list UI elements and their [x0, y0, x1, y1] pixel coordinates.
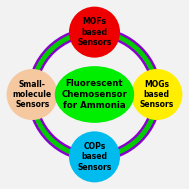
Text: Fluorescent
Chemosensor
for Ammonia: Fluorescent Chemosensor for Ammonia	[62, 79, 127, 110]
Ellipse shape	[55, 66, 134, 123]
Circle shape	[131, 69, 182, 120]
Text: Small-
molecule
Sensors: Small- molecule Sensors	[12, 80, 52, 109]
Text: COPs
based
Sensors: COPs based Sensors	[77, 142, 112, 172]
Circle shape	[69, 131, 120, 182]
Text: MOFs
based
Sensors: MOFs based Sensors	[77, 17, 112, 47]
Circle shape	[69, 7, 120, 58]
Circle shape	[7, 69, 58, 120]
Text: MOGs
based
Sensors: MOGs based Sensors	[140, 80, 174, 109]
